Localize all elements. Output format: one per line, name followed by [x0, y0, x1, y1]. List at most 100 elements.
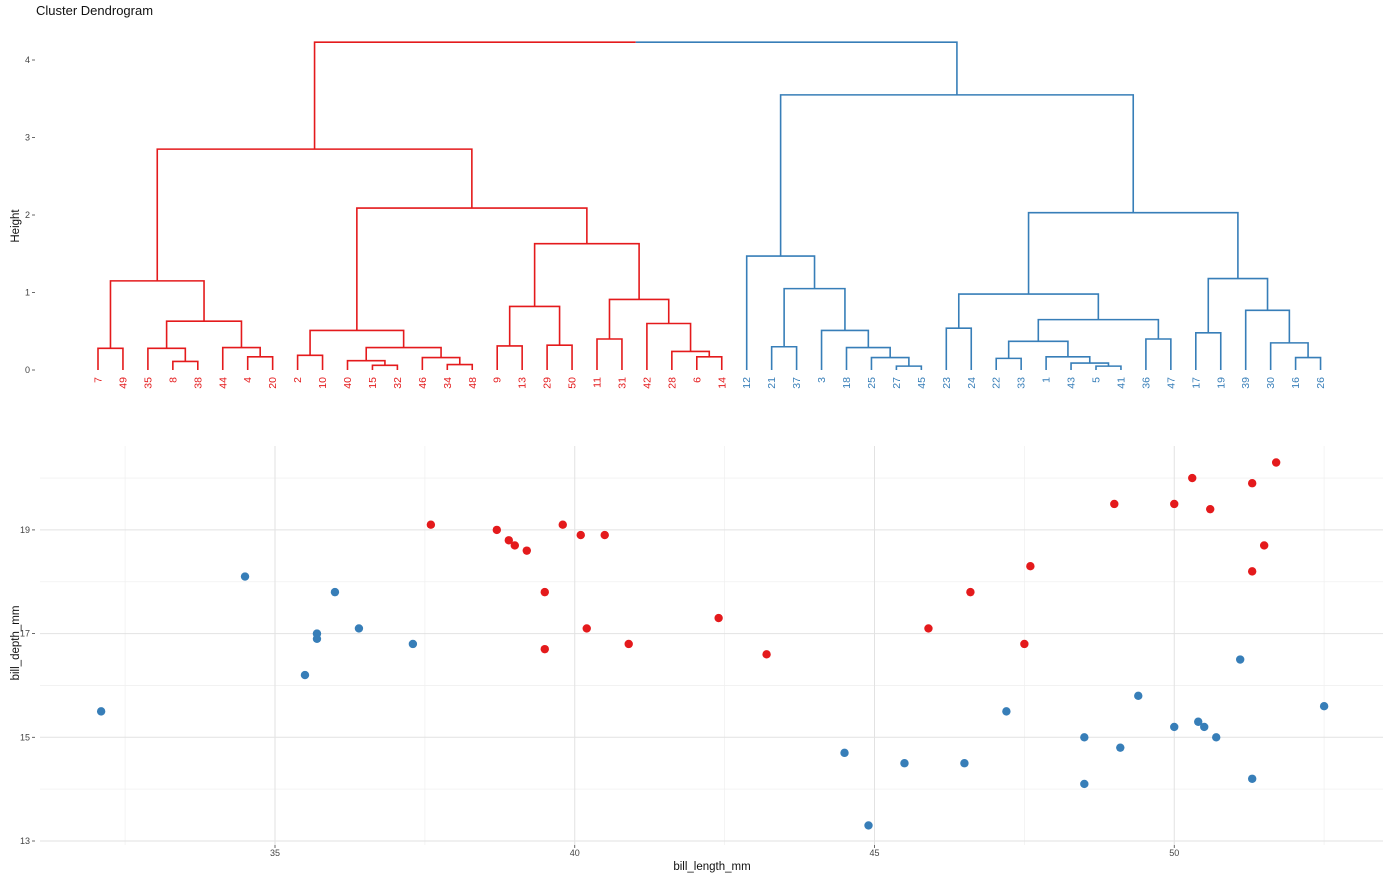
scatter-point — [714, 613, 723, 623]
scatter-point — [300, 670, 310, 680]
dendrogram-branch — [508, 305, 561, 346]
scatter-y-tick-label: 13 — [20, 836, 30, 846]
dendrogram-branch — [1037, 318, 1160, 342]
scatter-point — [576, 530, 585, 540]
dendrogram-branch — [165, 320, 243, 349]
scatter-point — [426, 520, 436, 529]
dendrogram-leaf-label: 37 — [791, 377, 803, 389]
scatter-point — [1259, 541, 1269, 550]
scatter-point — [1194, 717, 1203, 726]
dendrogram-leaf-label: 8 — [167, 377, 179, 383]
dendrogram-leaf-label: 13 — [517, 377, 529, 389]
scatter-point — [966, 587, 975, 597]
scatter-y-tick-label: 19 — [20, 525, 30, 535]
scatter-point — [600, 530, 609, 540]
dendrogram-branch — [533, 242, 640, 307]
scatter-point — [1170, 722, 1179, 732]
dendrogram-leaf-label: 46 — [417, 377, 429, 389]
scatter-y-tick-label: 17 — [20, 629, 30, 639]
dendrogram-leaf-label: 23 — [941, 377, 953, 389]
dendrogram-branch — [309, 329, 405, 356]
dendrogram-leaf-label: 15 — [367, 377, 379, 389]
scatter-y-tick-label: 15 — [20, 732, 30, 742]
dendrogram-branch — [596, 338, 623, 370]
dendrogram-branch — [313, 41, 636, 150]
dendrogram-branch — [1095, 365, 1122, 370]
dendrogram-branch — [646, 322, 692, 370]
scatter-point — [96, 707, 106, 716]
dendrogram-leaf-label: 19 — [1215, 377, 1227, 389]
dendrogram-leaf-label: 11 — [592, 377, 604, 388]
dendrogram-y-tick-label: 0 — [25, 365, 30, 375]
dendrogram-branch — [779, 94, 1135, 257]
dendrogram-leaf-label: 39 — [1240, 377, 1252, 389]
scatter-point — [1134, 691, 1143, 701]
dendrogram-leaf-label: 3 — [816, 377, 828, 383]
dendrogram-leaf-label: 4 — [242, 377, 254, 383]
dendrogram-branch — [945, 327, 973, 370]
dendrogram-branch — [608, 298, 670, 339]
dendrogram-branch — [97, 347, 124, 370]
scatter-point — [1247, 774, 1257, 783]
scatter-point — [1110, 499, 1119, 509]
dendrogram-title: Cluster Dendrogram — [36, 3, 153, 18]
dendrogram-branch — [1269, 342, 1309, 370]
dendrogram-branch — [365, 346, 442, 361]
scatter-point — [864, 821, 873, 830]
dendrogram-branch — [172, 360, 199, 370]
scatter-point — [558, 520, 567, 529]
scatter-point — [240, 572, 250, 581]
dendrogram-leaf-label: 6 — [691, 377, 703, 383]
dendrogram-leaf-label: 25 — [866, 377, 878, 389]
dendrogram-branch — [1207, 277, 1269, 333]
scatter-point — [1212, 733, 1221, 742]
dendrogram-branch — [546, 344, 573, 370]
scatter-point — [1319, 701, 1329, 711]
scatter-point — [510, 541, 519, 550]
scatter-point — [330, 587, 340, 597]
dendrogram-branch — [1244, 309, 1291, 370]
scatter-point — [408, 639, 418, 649]
dendrogram-branch — [635, 41, 958, 95]
dendrogram-leaf-label: 14 — [716, 377, 728, 389]
scatter-point — [1200, 722, 1209, 732]
dendrogram-branch — [246, 356, 274, 370]
dendrogram-leaf-label: 40 — [342, 377, 354, 389]
dendrogram-branch — [1294, 356, 1322, 370]
scatter-point — [1170, 499, 1179, 509]
dendrogram-leaf-label: 32 — [392, 377, 404, 389]
scatter-point — [492, 525, 502, 535]
scatter-point — [504, 536, 514, 545]
dendrogram-leaf-label: 28 — [666, 377, 678, 389]
scatter-point — [522, 546, 531, 555]
scatter-point — [1206, 504, 1215, 514]
dendrogram-leaf-label: 16 — [1290, 377, 1302, 389]
scatter-x-tick-label: 50 — [1169, 848, 1179, 858]
scatter-point — [840, 748, 849, 758]
dendrogram-branch — [995, 357, 1022, 370]
scatter-point — [1235, 655, 1245, 664]
scatter-point — [540, 587, 549, 597]
dendrogram-leaf-label: 34 — [442, 377, 454, 389]
scatter-point — [900, 759, 909, 768]
scatter-point — [1080, 779, 1089, 789]
scatter-point — [924, 624, 933, 633]
scatter-point — [354, 624, 364, 633]
dendrogram-branch — [1195, 332, 1222, 370]
dendrogram-leaf-label: 41 — [1115, 377, 1127, 389]
dendrogram-branch — [870, 356, 910, 370]
dendrogram-branch — [221, 346, 261, 370]
dendrogram-branch — [296, 354, 324, 370]
dendrogram-leaf-label: 33 — [1016, 377, 1028, 389]
dendrogram-branch — [820, 329, 870, 370]
dendrogram-branch — [671, 350, 711, 370]
dendrogram-branch — [446, 363, 474, 370]
scatter-point — [1271, 458, 1281, 467]
dendrogram-leaf-label: 26 — [1315, 377, 1327, 389]
dendrogram-branch — [1027, 211, 1239, 295]
dendrogram-branch — [356, 207, 588, 331]
dendrogram-branch — [845, 346, 891, 370]
dendrogram-y-tick-label: 4 — [25, 55, 30, 65]
dendrogram-branch — [496, 345, 523, 370]
dendrogram-leaf-label: 12 — [741, 377, 753, 389]
